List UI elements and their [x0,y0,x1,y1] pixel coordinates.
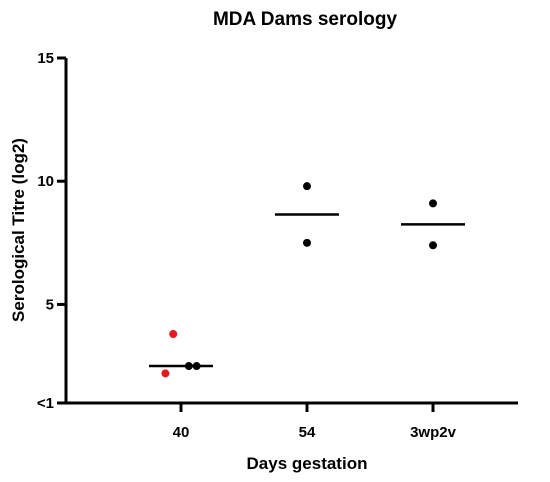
y-tick-label: 5 [46,296,54,313]
axes: <1 5 10 15 40 54 3wp2v [37,50,518,441]
chart-title: MDA Dams serology [213,9,397,30]
x-tick-label: 54 [299,424,316,441]
data-point [192,362,201,371]
y-tick-label: 15 [37,50,54,67]
data-point [303,238,311,247]
y-axis-label: Serological Titre (log2) [9,138,28,322]
x-tick-label: 40 [173,424,190,441]
data-point [429,241,437,250]
data-point [169,330,178,338]
data-point [161,369,170,378]
y-tick-label: 10 [37,173,54,190]
data-point [429,199,437,208]
x-tick-label: 3wp2v [410,424,457,441]
x-axis-label: Days gestation [247,454,368,473]
data-point [184,362,193,371]
data-marks [149,182,465,378]
data-point [303,182,311,191]
y-tick-label: <1 [37,395,54,412]
